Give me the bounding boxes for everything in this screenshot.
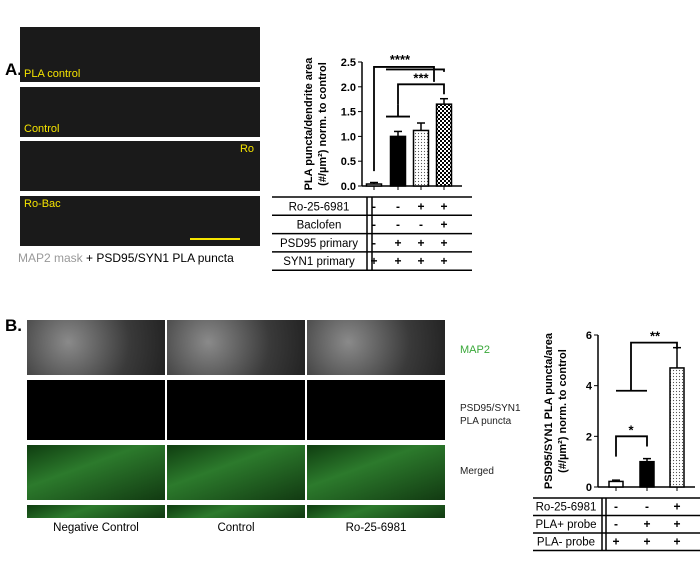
bar [412,129,430,187]
micrograph-ro: Ro [20,141,260,191]
image-label: Ro-Bac [24,198,61,210]
table-cell: + [417,199,424,213]
table-cell: + [440,254,447,268]
column-label-control: Control [217,522,255,534]
table-cell: - [372,199,376,213]
row-label-pla-1: PSD95/SYN1 [460,403,521,414]
row-label-pla-2: PLA puncta [460,416,512,427]
table-cell: + [370,254,377,268]
significance-bracket-2 [616,341,678,392]
y-tick-label: 0.5 [341,156,356,168]
y-tick-label: 2.5 [341,57,356,69]
image-label: Ro [239,143,254,155]
table-cell: - [419,218,423,232]
table-cell: + [440,199,447,213]
table-cell: + [612,535,619,549]
micrograph-control: Control [20,87,260,137]
significance-bracket-2 [397,83,445,105]
y-tick-label: 6 [586,330,592,342]
image-label: Control [24,123,60,135]
table-cell: + [673,535,680,549]
micrograph-map2-2 [307,320,445,375]
table-cell: - [396,218,400,232]
table-row-label: Baclofen [297,220,342,232]
micrograph-pla-2 [307,380,445,440]
bar [669,367,685,488]
micrograph-map2-0 [27,320,165,375]
micrograph-zoom-strip-1 [167,505,305,518]
significance-label: *** [413,70,429,85]
micrograph-ro-bac: Ro-Bac [20,196,260,246]
y-axis-label: PLA puncta/dendrite area [303,57,315,191]
y-tick-label: 1.5 [341,107,356,119]
significance-bracket-1 [615,435,648,457]
table-cell: + [394,236,401,250]
caption-pla: + PSD95/SYN1 PLA puncta [82,251,234,265]
significance-bracket-1 [373,66,435,172]
y-tick-label: 4 [586,381,593,393]
table-cell: - [614,517,618,531]
table-cell: + [673,517,680,531]
table-cell: + [643,517,650,531]
table-cell: - [645,500,649,514]
y-tick-label: 0 [586,482,592,494]
table-cell: - [372,218,376,232]
significance-label: ** [650,329,661,344]
panel-a-label: A. [5,60,22,79]
micrograph-merged-2 [307,445,445,500]
bar [435,103,453,187]
table-cell: - [614,500,618,514]
table-row-label: PLA- probe [537,537,595,549]
table-cell: + [394,254,401,268]
significance-label: **** [390,52,411,67]
table-row-label: PSD95 primary [280,238,358,250]
bar [389,135,407,187]
table-cell: + [417,254,424,268]
y-tick-label: 1.0 [341,131,356,143]
significance-bracket-1b [386,68,445,72]
column-label-negative: Negative Control [53,522,139,534]
y-tick-label: 2 [586,431,592,443]
table-row-label: PLA+ probe [535,519,596,531]
bar [365,183,383,187]
micrograph-zoom-strip-2 [307,505,445,518]
table-cell: + [643,535,650,549]
table-cell: + [673,500,680,514]
row-label-map2: MAP2 [460,344,490,356]
micrograph-merged-0 [27,445,165,500]
panel-b-label: B. [5,316,22,335]
control-group-bracket [386,104,410,118]
column-label-ro: Ro-25-6981 [345,522,407,534]
panel-a-caption: MAP2 mask + PSD95/SYN1 PLA puncta [18,251,234,265]
y-tick-label: 2.0 [341,82,356,94]
image-label: PLA control [24,68,81,80]
caption-map2: MAP2 mask [18,251,83,265]
row-label-merged: Merged [460,466,494,477]
table-cell: + [417,236,424,250]
bar [639,460,655,488]
table-row-label: SYN1 primary [283,256,355,268]
significance-label: * [628,422,634,437]
micrograph-merged-1 [167,445,305,500]
table-cell: - [396,199,400,213]
micrograph-map2-1 [167,320,305,375]
table-cell: + [440,236,447,250]
micrograph-zoom-strip-0 [27,505,165,518]
micrograph-pla-0 [27,380,165,440]
y-axis-label-2: (#/µm²) norm. to control [317,62,329,186]
table-cell: + [440,218,447,232]
table-row-label: Ro-25-6981 [536,502,597,514]
micrograph-pla-control: PLA control [20,27,260,82]
y-axis-label: PSD95/SYN1 PLA puncta/area [543,332,555,489]
micrograph-pla-1 [167,380,305,440]
table-cell: - [372,236,376,250]
y-axis-label-2: (#/µm²) norm. to control [557,349,569,473]
table-row-label: Ro-25-6981 [289,201,350,213]
scale-bar [190,238,240,240]
bar [608,480,624,488]
y-tick-label: 0.0 [341,181,356,193]
